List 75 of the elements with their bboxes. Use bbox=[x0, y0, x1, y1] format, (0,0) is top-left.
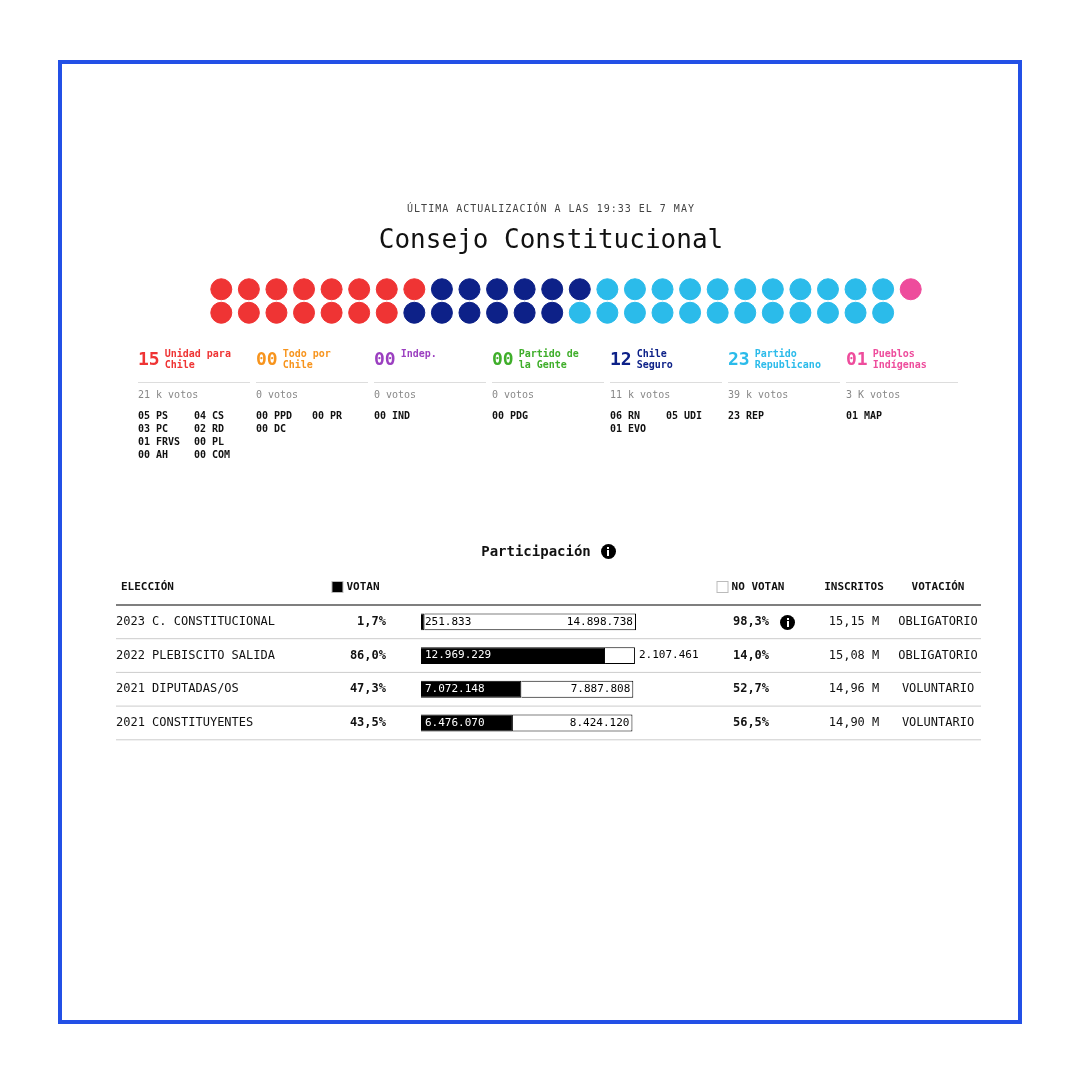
text: 00 IND bbox=[374, 410, 411, 421]
text: 15,08 M bbox=[828, 647, 880, 662]
data-label: 12.969.229 bbox=[425, 648, 492, 662]
text: 01 FRVS bbox=[138, 436, 181, 447]
y-tick-label: 2021 DIPUTADAS/OS bbox=[116, 681, 239, 696]
text: 06 RN bbox=[610, 410, 641, 421]
text: 3 K votos bbox=[846, 389, 901, 400]
y-tick-label: 2021 CONSTITUYENTES bbox=[116, 715, 254, 730]
text: INSCRITOS bbox=[824, 579, 884, 593]
text: 43,5% bbox=[349, 715, 387, 730]
category-label: Todo por Chile bbox=[282, 348, 332, 370]
text: 02 RD bbox=[194, 423, 225, 434]
text: 39 k votos bbox=[728, 389, 789, 400]
legend-label: NO VOTAN bbox=[731, 579, 785, 593]
data-label: 2.107.461 bbox=[638, 648, 699, 662]
data-label: 251.833 bbox=[425, 614, 472, 628]
text: 56,5% bbox=[732, 715, 770, 730]
y-tick-label: 2022 PLEBISCITO SALIDA bbox=[116, 647, 276, 662]
text: 1,7% bbox=[357, 613, 387, 628]
text: 11 k votos bbox=[610, 389, 671, 400]
legend-label: VOTAN bbox=[346, 579, 380, 593]
text: 0 votos bbox=[256, 389, 299, 400]
text: 00 PDG bbox=[492, 410, 529, 421]
text: 0 votos bbox=[374, 389, 417, 400]
text: 15,15 M bbox=[828, 613, 880, 628]
text: OBLIGATORIO bbox=[898, 647, 978, 662]
text: 0 votos bbox=[492, 389, 535, 400]
data-label: 00 bbox=[374, 348, 396, 369]
text: VOLUNTARIO bbox=[901, 681, 975, 696]
data-label: 6.476.070 bbox=[425, 715, 485, 729]
text: 00 PR bbox=[312, 410, 343, 421]
category-label: Partido Republicano bbox=[754, 348, 822, 370]
text: 00 PPD bbox=[256, 410, 293, 421]
data-label: 01 bbox=[846, 348, 868, 369]
text: 14,90 M bbox=[828, 715, 880, 730]
text: 52,7% bbox=[732, 681, 770, 696]
text: 03 PC bbox=[138, 423, 169, 434]
category-label: Pueblos Indígenas bbox=[872, 348, 928, 370]
text: VOLUNTARIO bbox=[901, 715, 975, 730]
text: 21 k votos bbox=[138, 389, 199, 400]
text: 00 COM bbox=[194, 449, 231, 460]
text: 14,96 M bbox=[828, 681, 880, 696]
text: 23 REP bbox=[728, 410, 765, 421]
data-label: 23 bbox=[728, 348, 750, 369]
text: 01 EVO bbox=[610, 423, 647, 434]
text: Consejo Constitucional bbox=[377, 224, 725, 254]
category-label: Chile Seguro bbox=[636, 348, 674, 370]
category-label: Indep. bbox=[400, 348, 438, 359]
data-label: 7.072.148 bbox=[425, 682, 485, 696]
data-label: 12 bbox=[610, 348, 632, 369]
data-label: 14.898.738 bbox=[566, 614, 633, 628]
y-tick-label: 2023 C. CONSTITUCIONAL bbox=[116, 613, 275, 628]
data-label: 00 bbox=[256, 348, 278, 369]
category-label: Unidad para Chile bbox=[164, 348, 232, 370]
text: ELECCIÓN bbox=[121, 579, 174, 593]
text: 01 MAP bbox=[846, 410, 883, 421]
text: 00 DC bbox=[256, 423, 287, 434]
data-label: 8.424.120 bbox=[569, 715, 630, 729]
text: 00 AH bbox=[138, 449, 169, 460]
category-label: Partido de la Gente bbox=[518, 348, 580, 370]
text: OBLIGATORIO bbox=[898, 613, 978, 628]
text: 00 PL bbox=[194, 436, 225, 447]
data-label: 00 bbox=[492, 348, 514, 369]
data-label: 15 bbox=[138, 348, 160, 369]
text: 47,3% bbox=[349, 681, 387, 696]
text: 05 UDI bbox=[666, 410, 703, 421]
text: ÚLTIMA ACTUALIZACIÓN A LAS 19:33 EL 7 MAY bbox=[406, 203, 696, 214]
text: 98,3% bbox=[732, 613, 770, 628]
data-label: 7.887.808 bbox=[570, 682, 631, 696]
chart-title: Participación bbox=[481, 543, 591, 559]
text: 05 PS bbox=[138, 410, 169, 421]
text: 86,0% bbox=[349, 647, 387, 662]
text: 04 CS bbox=[194, 410, 225, 421]
text: 14,0% bbox=[732, 647, 770, 662]
text: VOTACIÓN bbox=[911, 579, 965, 593]
